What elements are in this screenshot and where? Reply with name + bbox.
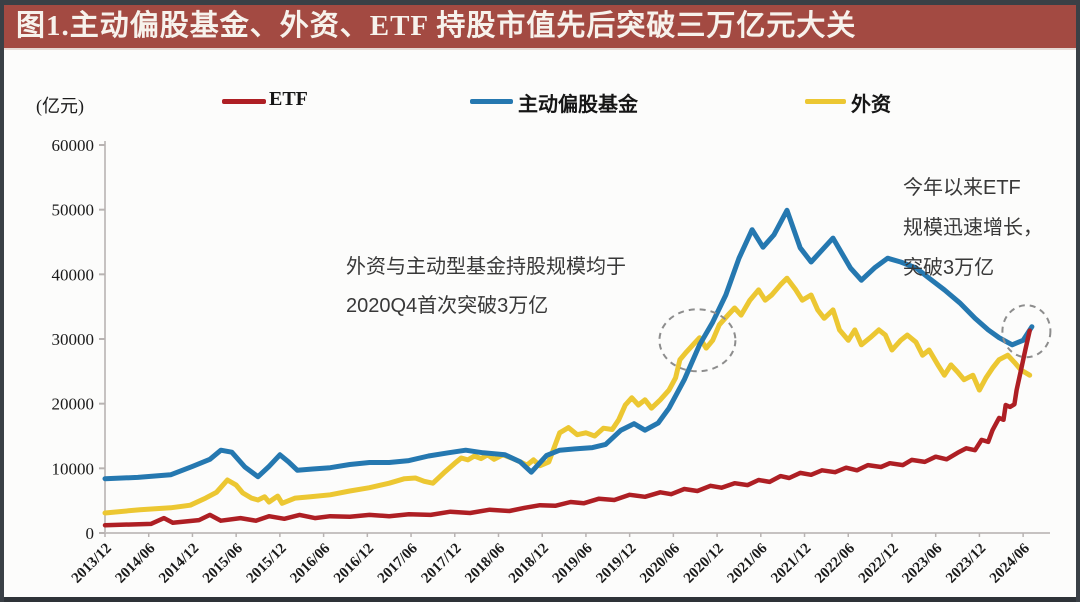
x-tick-label: 2019/06: [550, 540, 596, 586]
figure-title: 图1.主动偏股基金、外资、ETF 持股市值先后突破三万亿元大关: [16, 10, 857, 42]
frame-border-right: [1076, 0, 1080, 602]
series-line-外资: [102, 275, 1033, 516]
legend-label-active-fund: 主动偏股基金: [518, 94, 638, 116]
y-tick-label: 0: [86, 524, 95, 543]
frame-border-left: [0, 0, 4, 602]
legend-label-etf: ETF: [269, 88, 308, 110]
x-tick-label: 2021/12: [768, 541, 814, 587]
x-tick-label: 2014/12: [156, 541, 202, 587]
y-tick-label: 50000: [52, 201, 95, 220]
x-tick-label: 2023/12: [943, 541, 989, 587]
y-tick-label: 60000: [52, 136, 95, 155]
x-tick-label: 2015/06: [200, 540, 246, 586]
y-tick-label: 10000: [52, 459, 95, 478]
x-tick-label: 2015/12: [244, 541, 290, 587]
frame-border-bottom: [0, 597, 1080, 602]
y-tick-label: 40000: [52, 265, 95, 284]
series-line-ETF: [102, 328, 1032, 528]
x-tick-label: 2017/12: [419, 541, 465, 587]
x-tick-label: 2020/06: [637, 540, 683, 586]
x-tick-label: 2024/06: [987, 540, 1033, 586]
etf-line-swatch-icon: [222, 99, 266, 104]
annotation-2020q4-breakthrough: 外资与主动型基金持股规模均于 2020Q4首次突破3万亿: [346, 256, 626, 317]
y-axis-unit-label: (亿元): [36, 96, 84, 116]
highlight-circle: [658, 308, 737, 373]
x-tick-label: 2019/12: [593, 541, 639, 587]
x-tick-label: 2016/12: [331, 541, 377, 587]
x-tick-label: 2021/06: [725, 540, 771, 586]
x-tick-label: 2016/06: [287, 540, 333, 586]
x-tick-label: 2022/12: [856, 541, 902, 587]
x-tick-label: 2022/06: [812, 540, 858, 586]
x-tick-label: 2020/12: [681, 541, 727, 587]
x-tick-label: 2018/12: [506, 541, 552, 587]
y-tick-label: 30000: [52, 330, 95, 349]
active-fund-line-swatch-icon: [470, 99, 513, 104]
y-tick-label: 20000: [52, 395, 95, 414]
annotation-etf-growth: 今年以来ETF 规模迅速增长， 突破3万亿: [903, 177, 1043, 279]
series-line-主动偏股基金: [102, 207, 1035, 482]
figure-title-bar: 图1.主动偏股基金、外资、ETF 持股市值先后突破三万亿元大关: [4, 5, 1076, 50]
frame-border-top: [0, 0, 1080, 5]
legend-label-foreign-capital: 外资: [851, 94, 891, 116]
highlight-circle: [1001, 304, 1052, 359]
x-tick-label: 2013/12: [69, 541, 115, 587]
x-tick-label: 2018/06: [462, 540, 508, 586]
x-tick-label: 2023/06: [899, 540, 945, 586]
foreign-capital-line-swatch-icon: [805, 99, 846, 104]
x-tick-label: 2014/06: [112, 540, 158, 586]
x-tick-label: 2017/06: [375, 540, 421, 586]
